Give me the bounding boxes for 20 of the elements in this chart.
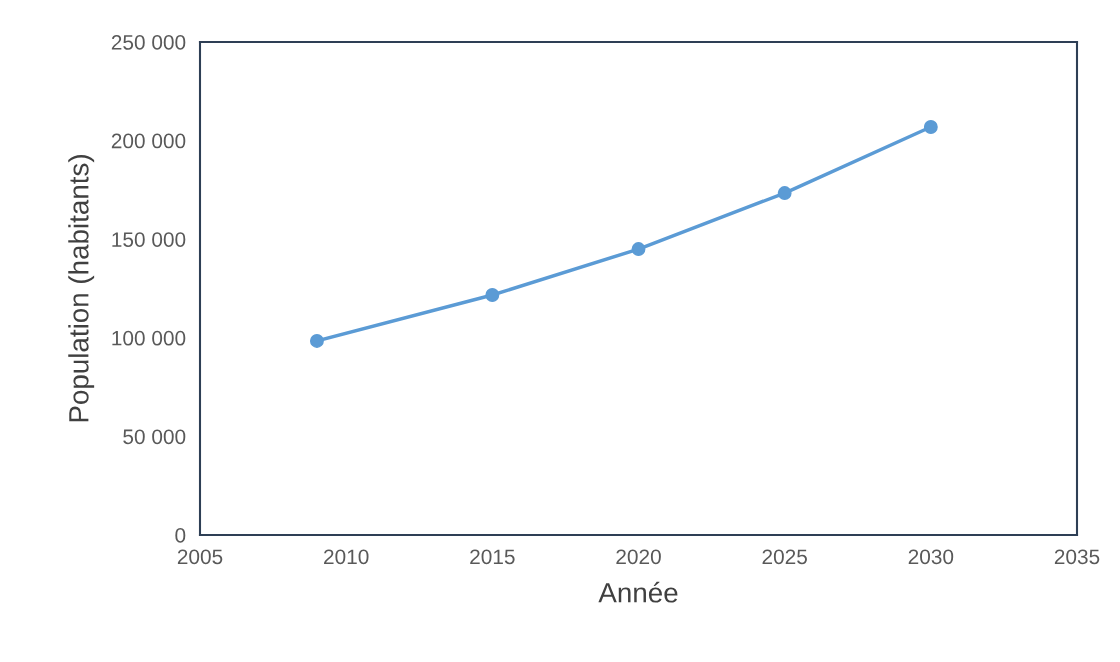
x-axis-title: Année bbox=[598, 581, 678, 603]
y-axis-title: Population (habitants) bbox=[68, 155, 95, 422]
y-tick-label: 0 bbox=[175, 528, 186, 543]
x-tick-label: 2015 bbox=[470, 549, 515, 565]
point bbox=[777, 186, 792, 201]
point bbox=[485, 288, 500, 302]
x-tick-label: 2025 bbox=[762, 549, 807, 565]
x-tick-label: 2005 bbox=[177, 549, 223, 565]
y-tick-label: 100 000 bbox=[112, 330, 186, 346]
x-tick-label: 2035 bbox=[1054, 549, 1100, 565]
x-tick-label: 2030 bbox=[908, 549, 954, 565]
y-tick-label: 200 000 bbox=[111, 133, 186, 149]
point bbox=[631, 242, 646, 257]
y-tick-label: 50 000 bbox=[123, 429, 186, 445]
y-tick-label: 150 000 bbox=[112, 232, 186, 247]
y-tick-label: 250 000 bbox=[111, 35, 186, 50]
point bbox=[309, 334, 324, 348]
point bbox=[923, 120, 938, 134]
x-tick-label: 2020 bbox=[616, 549, 661, 565]
x-tick-label: 2010 bbox=[324, 549, 369, 565]
